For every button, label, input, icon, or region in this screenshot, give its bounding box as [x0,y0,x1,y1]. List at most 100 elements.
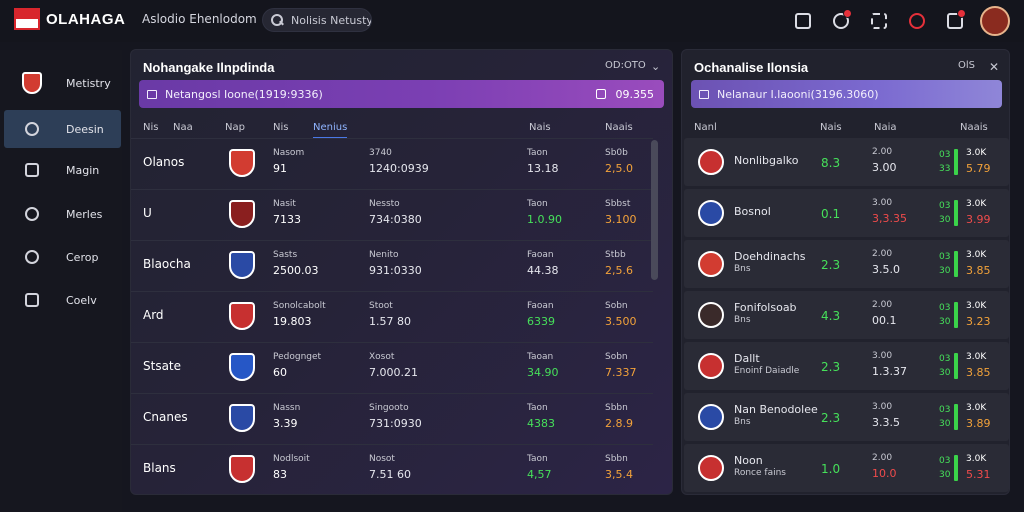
tab-active[interactable]: Nenius [313,122,348,139]
list-item[interactable]: Nonlibgalko 8.3 2.00 3.00 03 33 3.0K 5.79 [684,138,1009,186]
odds-value[interactable]: 2,5.0 [605,162,633,175]
list-item[interactable]: Fonifolsoab Bns 4.3 2.00 00.1 03 30 3.0K 3.23 [684,291,1009,339]
notification-icon[interactable] [940,6,970,36]
team-value: 3.39 [273,417,298,430]
league-value: 731:0930 [369,417,422,430]
team-crest-icon [229,404,255,432]
table-row[interactable]: Blans Nodlsoit 83 Nosot 7.51 60 Taon 4,57 Sbbn 3… [131,444,653,494]
odds-value[interactable]: 3.500 [605,315,637,328]
table-row[interactable]: Stsate Pedognget 60 Xosot 7.000.21 Taoan 34.90… [131,342,653,392]
sidebar-item-merles[interactable]: Merles [4,195,121,233]
stat-value: 00.1 [872,314,897,327]
odds-value[interactable]: 3.23 [966,315,991,328]
column-header[interactable]: Nanl [694,122,717,133]
stat-label: 3.00 [872,351,893,361]
notification-badge [957,9,966,18]
column-header[interactable]: Naa [173,122,193,133]
odds-value[interactable]: 2.8.9 [605,417,633,430]
chevron-down-icon[interactable]: ⌄ [651,60,661,73]
column-header[interactable]: Nais [529,122,551,133]
column-header[interactable]: Nis [143,122,159,133]
stat-label: 2.00 [872,300,893,310]
table-row[interactable]: Cnanes Nassn 3.39 Singooto 731:0930 Taon 4383 S… [131,393,653,443]
search-box[interactable] [262,8,372,32]
odds-value[interactable]: 5.31 [966,468,991,481]
sidebar-item-cerop[interactable]: Cerop [4,238,121,276]
panel-control[interactable]: OlS [958,60,975,71]
banner-text: Nelanaur I.laooni(3196.3060) [717,87,879,101]
rating-value: 4.3 [821,309,841,323]
odds-label: Stbb [605,250,626,260]
target-icon [22,119,42,139]
odds-value[interactable]: 3.85 [966,366,991,379]
odds-value[interactable]: 5.79 [966,162,991,175]
sidebar-item-label: Metistry [66,76,111,90]
score-label: Taoan [527,352,554,362]
team-name: Fonifolsoab [734,301,797,314]
promo-banner[interactable]: Netangosl Ioone(1919:9336) 09.355 [139,80,664,108]
list-item[interactable]: Noon Ronce fains 1.0 2.00 10.0 03 30 3.0K 5.31 [684,444,1009,492]
stat-value: 10.0 [872,467,897,480]
list-item[interactable]: Dallt Enoinf Daiadle 2.3 3.00 1.3.37 03 30 3.0K… [684,342,1009,390]
odds-value[interactable]: 3.85 [966,264,991,277]
team-crest-icon [229,353,255,381]
info-banner[interactable]: Nelanaur I.laooni(3196.3060) [691,80,1002,108]
mini-value: 03 [939,456,951,466]
top-nav-link[interactable]: Aslodio Ehenlodom [142,12,257,26]
column-header[interactable]: Nis [273,122,289,133]
network-icon [22,204,42,224]
app-logo[interactable]: OLAHAGA [14,8,125,30]
table-row[interactable]: Blaocha Sasts 2500.03 Nenito 931:0330 Faoan 44… [131,240,653,290]
column-header[interactable]: Nap [225,122,245,133]
grid-icon[interactable] [864,6,894,36]
odds-value[interactable]: 2,5.6 [605,264,633,277]
sidebar-item-magin[interactable]: Magin [4,151,121,189]
stats-icon[interactable] [826,6,856,36]
table-row[interactable]: Ard Sonolcabolt 19.803 Stoot 1.57 80 Faoan 633… [131,291,653,341]
column-header[interactable]: Naais [605,122,633,133]
rating-value: 1.0 [821,462,841,476]
team-crest-icon [229,149,255,177]
league-label: Nessto [369,199,400,209]
team-name: Cnanes [143,410,188,424]
card-icon [699,89,709,99]
sidebar-item-deesin[interactable]: Deesin [4,110,121,148]
team-value: 2500.03 [273,264,319,277]
sidebar-item-metistry[interactable]: Metistry [4,64,121,102]
gift-icon [596,89,606,99]
notification-badge [843,9,852,18]
list-item[interactable]: Bosnol 0.1 3.00 3,3.35 03 30 3.0K 3.99 [684,189,1009,237]
team-label: Pedognget [273,352,322,362]
odds-panel: Ochanalise Ilonsia OlS ✕ Nelanaur I.laoo… [681,49,1010,495]
search-input[interactable] [291,13,371,27]
team-name: Dallt [734,352,760,365]
team-sub: Bns [734,264,751,274]
scrollbar[interactable] [651,140,658,280]
team-sub: Enoinf Daiadle [734,366,800,376]
table-row[interactable]: U Nasit 7133 Nessto 734:0380 Taon 1.0.90 Sbbst 3… [131,189,653,239]
league-value: 1.57 80 [369,315,411,328]
mini-value: 03 [939,303,951,313]
trend-bar [954,353,958,379]
calendar-icon[interactable] [788,6,818,36]
score-value: 4,57 [527,468,552,481]
odds-value[interactable]: 3.99 [966,213,991,226]
close-icon[interactable]: ✕ [989,60,1000,74]
odds-value[interactable]: 7.337 [605,366,637,379]
odds-value[interactable]: 3.100 [605,213,637,226]
column-header[interactable]: Nais [820,122,842,133]
list-item[interactable]: Doehdinachs Bns 2.3 2.00 3.5.0 03 30 3.0K 3.85 [684,240,1009,288]
list-item[interactable]: Nan Benodolee Bns 2.3 3.00 3.3.5 03 30 3.0K 3.89 [684,393,1009,441]
mini-value: 30 [939,419,951,429]
search-icon [271,14,283,26]
odds-label: Sbbn [605,403,628,413]
table-row[interactable]: Olanos Nasom 91 3740 1240:0939 Taon 13.18 Sb0b 2… [131,138,653,188]
column-header[interactable]: Naais [960,122,988,133]
column-header[interactable]: Naia [874,122,897,133]
panel-control[interactable]: OD:OTO [605,60,646,71]
odds-value[interactable]: 3.89 [966,417,991,430]
sidebar-item-coelv[interactable]: Coelv [4,281,121,319]
ball-icon[interactable] [902,6,932,36]
odds-value[interactable]: 3,5.4 [605,468,633,481]
avatar[interactable] [980,6,1010,36]
